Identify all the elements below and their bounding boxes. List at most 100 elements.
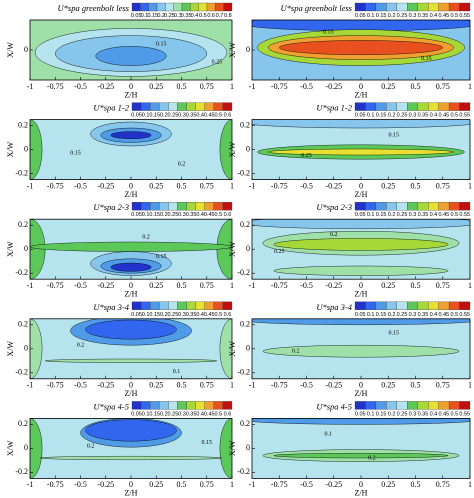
colorbar-tick-label: 0.4 <box>430 13 438 19</box>
colorbar-tick-label: 0.5 <box>199 13 207 19</box>
colorbar-cell <box>186 401 196 410</box>
contour-field <box>30 418 232 479</box>
colorbar-cell <box>168 401 178 410</box>
x-tick-label: 1 <box>230 181 234 190</box>
x-tick-label: -0.75 <box>271 480 288 489</box>
colorbar-cell <box>140 401 151 410</box>
colorbar-cell <box>195 401 205 410</box>
colorbar-tick-label: 0.2 <box>160 411 168 417</box>
contour-band <box>219 418 232 479</box>
colorbar-tick-label: 0.15 <box>149 411 160 417</box>
colorbar-tick-label: 0.1 <box>142 312 150 318</box>
colorbar-cell <box>428 301 439 310</box>
colorbar-tick-label: 0.15 <box>147 13 158 19</box>
colorbar-cell <box>354 401 366 410</box>
colorbar-tick-label: 0.2 <box>388 113 396 119</box>
colorbar-tick-label: 0.2 <box>388 312 396 318</box>
x-tick-label: 0.75 <box>200 181 214 190</box>
colorbar-tick-label: 0.4 <box>430 411 438 417</box>
colorbar-cell <box>215 2 224 12</box>
contour-band <box>273 238 449 251</box>
colorbar-tick-label: 0.3 <box>409 113 417 119</box>
x-tick-label: 0 <box>129 281 133 290</box>
x-tick-label: 1 <box>230 82 234 91</box>
x-tick-label: 0.75 <box>200 82 214 91</box>
contour-band <box>85 319 177 340</box>
x-tick-label: 1 <box>230 381 234 390</box>
colorbar-tick-label: 0.55 <box>459 312 470 318</box>
contour-band <box>268 148 454 156</box>
contour-label: 0.15 <box>156 41 167 47</box>
colorbar-cell <box>407 202 418 211</box>
y-axis-label: X/W <box>6 341 15 357</box>
contour-label: 0.25 <box>274 249 285 255</box>
colorbar-tick-label: 0.15 <box>376 411 387 417</box>
contour-field <box>252 119 470 180</box>
x-tick-label: 0.25 <box>381 181 395 190</box>
colorbar-tick-label: 0.1 <box>142 113 150 119</box>
x-tick-label: 0.5 <box>411 181 421 190</box>
colorbar-tick-label: 0.3 <box>178 411 186 417</box>
colorbar-tick-label: 0.25 <box>164 13 175 19</box>
colorbar-tick-label: 0.45 <box>204 312 215 318</box>
x-tick-label: -0.75 <box>47 281 64 290</box>
y-tick-label: -0.2 <box>15 168 28 177</box>
colorbar-tick-label: 0.3 <box>409 13 417 19</box>
y-tick-label: 0.2 <box>18 220 28 229</box>
contour-band <box>30 241 232 252</box>
colorbar-tick-label: 0.2 <box>157 13 165 19</box>
colorbar-tick-label: 0.5 <box>215 212 223 218</box>
x-tick-label: -1 <box>27 381 34 390</box>
y-tick-label: -0.2 <box>15 467 28 476</box>
colorbar-cell <box>365 2 377 12</box>
panel-title: U*spa 4-5 <box>316 401 352 411</box>
x-tick-label: -0.5 <box>300 381 313 390</box>
colorbar-tick-label: 0.6 <box>224 212 232 218</box>
contour-label: 0.2 <box>330 232 338 238</box>
x-tick-label: -1 <box>27 281 34 290</box>
colorbar-cell <box>222 301 233 310</box>
colorbar-cell <box>386 102 397 111</box>
contour-label: 0.2 <box>178 161 186 167</box>
colorbar-cell <box>213 401 224 410</box>
x-tick-label: -0.25 <box>97 181 114 190</box>
colorbar-cell <box>396 2 408 12</box>
colorbar-cell <box>204 202 214 211</box>
colorbar-tick-label: 0.05 <box>131 113 142 119</box>
colorbar-cell <box>396 202 408 211</box>
colorbar-tick-label: 0.2 <box>160 212 168 218</box>
x-tick-label: 0.5 <box>177 381 187 390</box>
colorbar-cell <box>204 401 214 410</box>
contour-field <box>252 318 470 379</box>
y-tick-label: 0 <box>24 443 28 452</box>
colorbar-tick-label: 0.4 <box>196 113 204 119</box>
contour-band <box>279 40 443 55</box>
x-tick-label: 0 <box>359 281 363 290</box>
colorbar-cell <box>459 2 471 12</box>
contour-label: 0.1 <box>173 369 181 375</box>
colorbar-tick-label: 0.35 <box>181 13 192 19</box>
x-tick-label: -1 <box>27 480 34 489</box>
x-axis-label: Z/H <box>125 90 138 99</box>
colorbar-tick-label: 0.25 <box>168 113 179 119</box>
contour-band <box>252 219 470 229</box>
colorbar-cell <box>365 102 377 111</box>
x-tick-label: 0.25 <box>149 82 163 91</box>
colorbar-cell <box>177 401 187 410</box>
x-tick-label: 0.75 <box>436 82 450 91</box>
contour-band <box>252 119 470 129</box>
colorbar-cell <box>396 301 408 310</box>
panel-title: U*spa greenbolt less <box>58 3 130 13</box>
x-tick-label: 0.75 <box>200 480 214 489</box>
colorbar-cell <box>407 2 418 12</box>
x-tick-label: 1 <box>468 480 472 489</box>
colorbar-cell <box>168 301 178 310</box>
y-tick-label: 0 <box>246 344 250 353</box>
colorbar-cell <box>407 102 418 111</box>
colorbar-tick-label: 0.2 <box>388 411 396 417</box>
y-tick-label: 0.2 <box>240 120 250 129</box>
x-tick-label: -0.75 <box>271 281 288 290</box>
x-tick-label: 0.5 <box>177 281 187 290</box>
y-tick-label: 0.2 <box>18 419 28 428</box>
